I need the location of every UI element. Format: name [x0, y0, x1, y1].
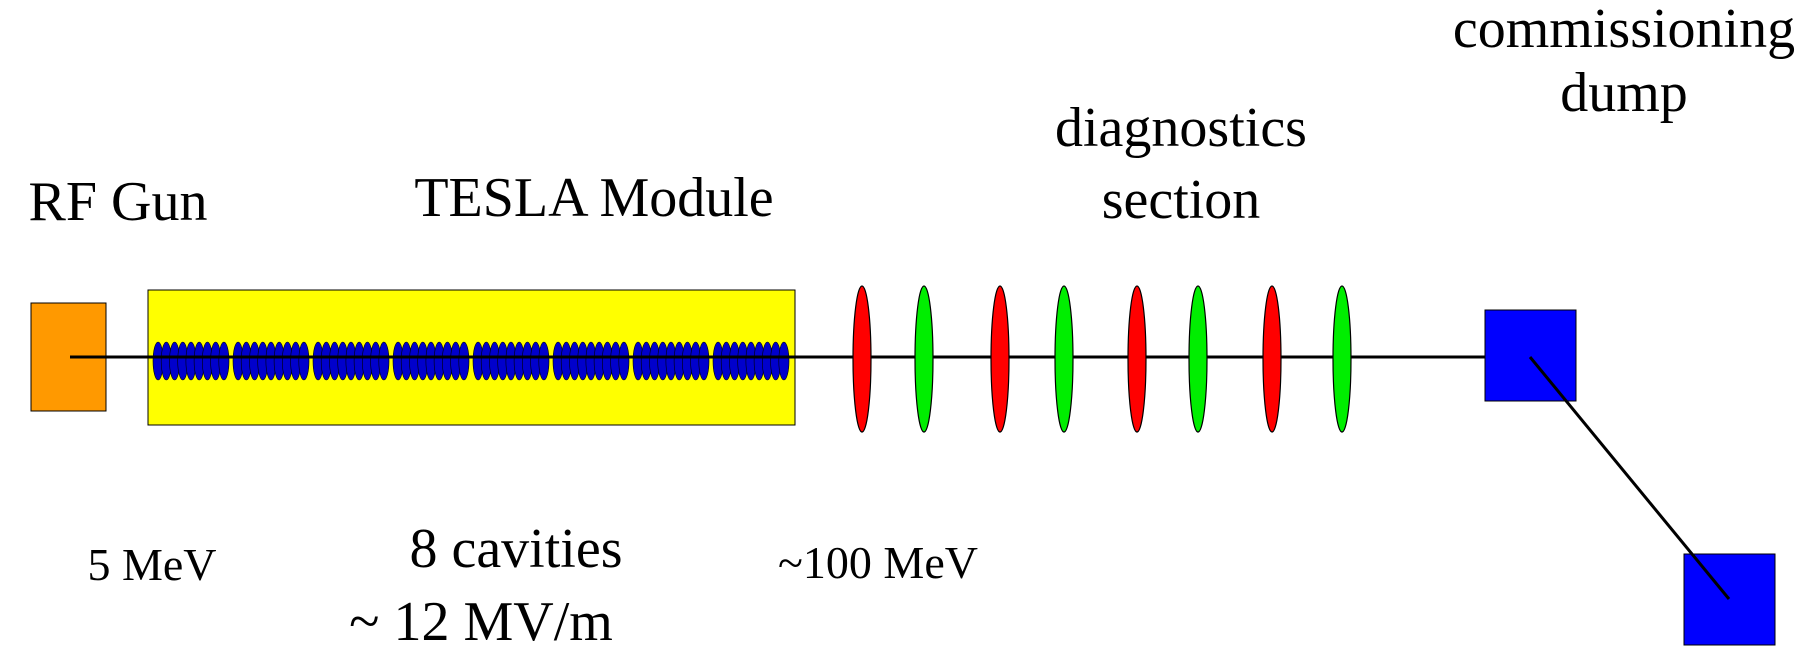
cavity-cell — [378, 341, 390, 381]
cavity-group — [152, 341, 790, 381]
quad-focusing-icon — [1262, 285, 1282, 433]
gradient-label: ~ 12 MV/m — [349, 591, 613, 648]
cavity-cell — [458, 341, 470, 381]
quadrupole-group — [852, 285, 1352, 433]
module-energy-label: ~100 MeV — [778, 537, 978, 588]
gun-energy-label: 5 MeV — [87, 539, 216, 590]
cavity-cell — [618, 341, 630, 381]
tesla-module-label: TESLA Module — [414, 167, 773, 229]
cavity-cell — [538, 341, 550, 381]
quad-focusing-icon — [990, 285, 1010, 433]
dump-label-line2: dump — [1560, 62, 1688, 124]
diagnostics-label-line2: section — [1102, 169, 1261, 231]
quad-defocusing-icon — [914, 285, 934, 433]
dump-upper-block — [1484, 309, 1577, 402]
quad-defocusing-icon — [1054, 285, 1074, 433]
cavity-cell — [778, 341, 790, 381]
cavity-cell — [218, 341, 230, 381]
dump-label-line1: commissioning — [1453, 0, 1795, 60]
rf-gun-label: RF Gun — [29, 171, 208, 233]
quad-focusing-icon — [852, 285, 872, 433]
quad-focusing-icon — [1127, 285, 1147, 433]
dump-lower-block — [1683, 553, 1776, 646]
quad-defocusing-icon — [1188, 285, 1208, 433]
cavity-cell — [298, 341, 310, 381]
diagnostics-label-line1: diagnostics — [1055, 97, 1307, 159]
cavity-cell — [698, 341, 710, 381]
cavities-count-label: 8 cavities — [409, 518, 622, 580]
quad-defocusing-icon — [1332, 285, 1352, 433]
beamline-dump-branch — [1528, 356, 1731, 600]
